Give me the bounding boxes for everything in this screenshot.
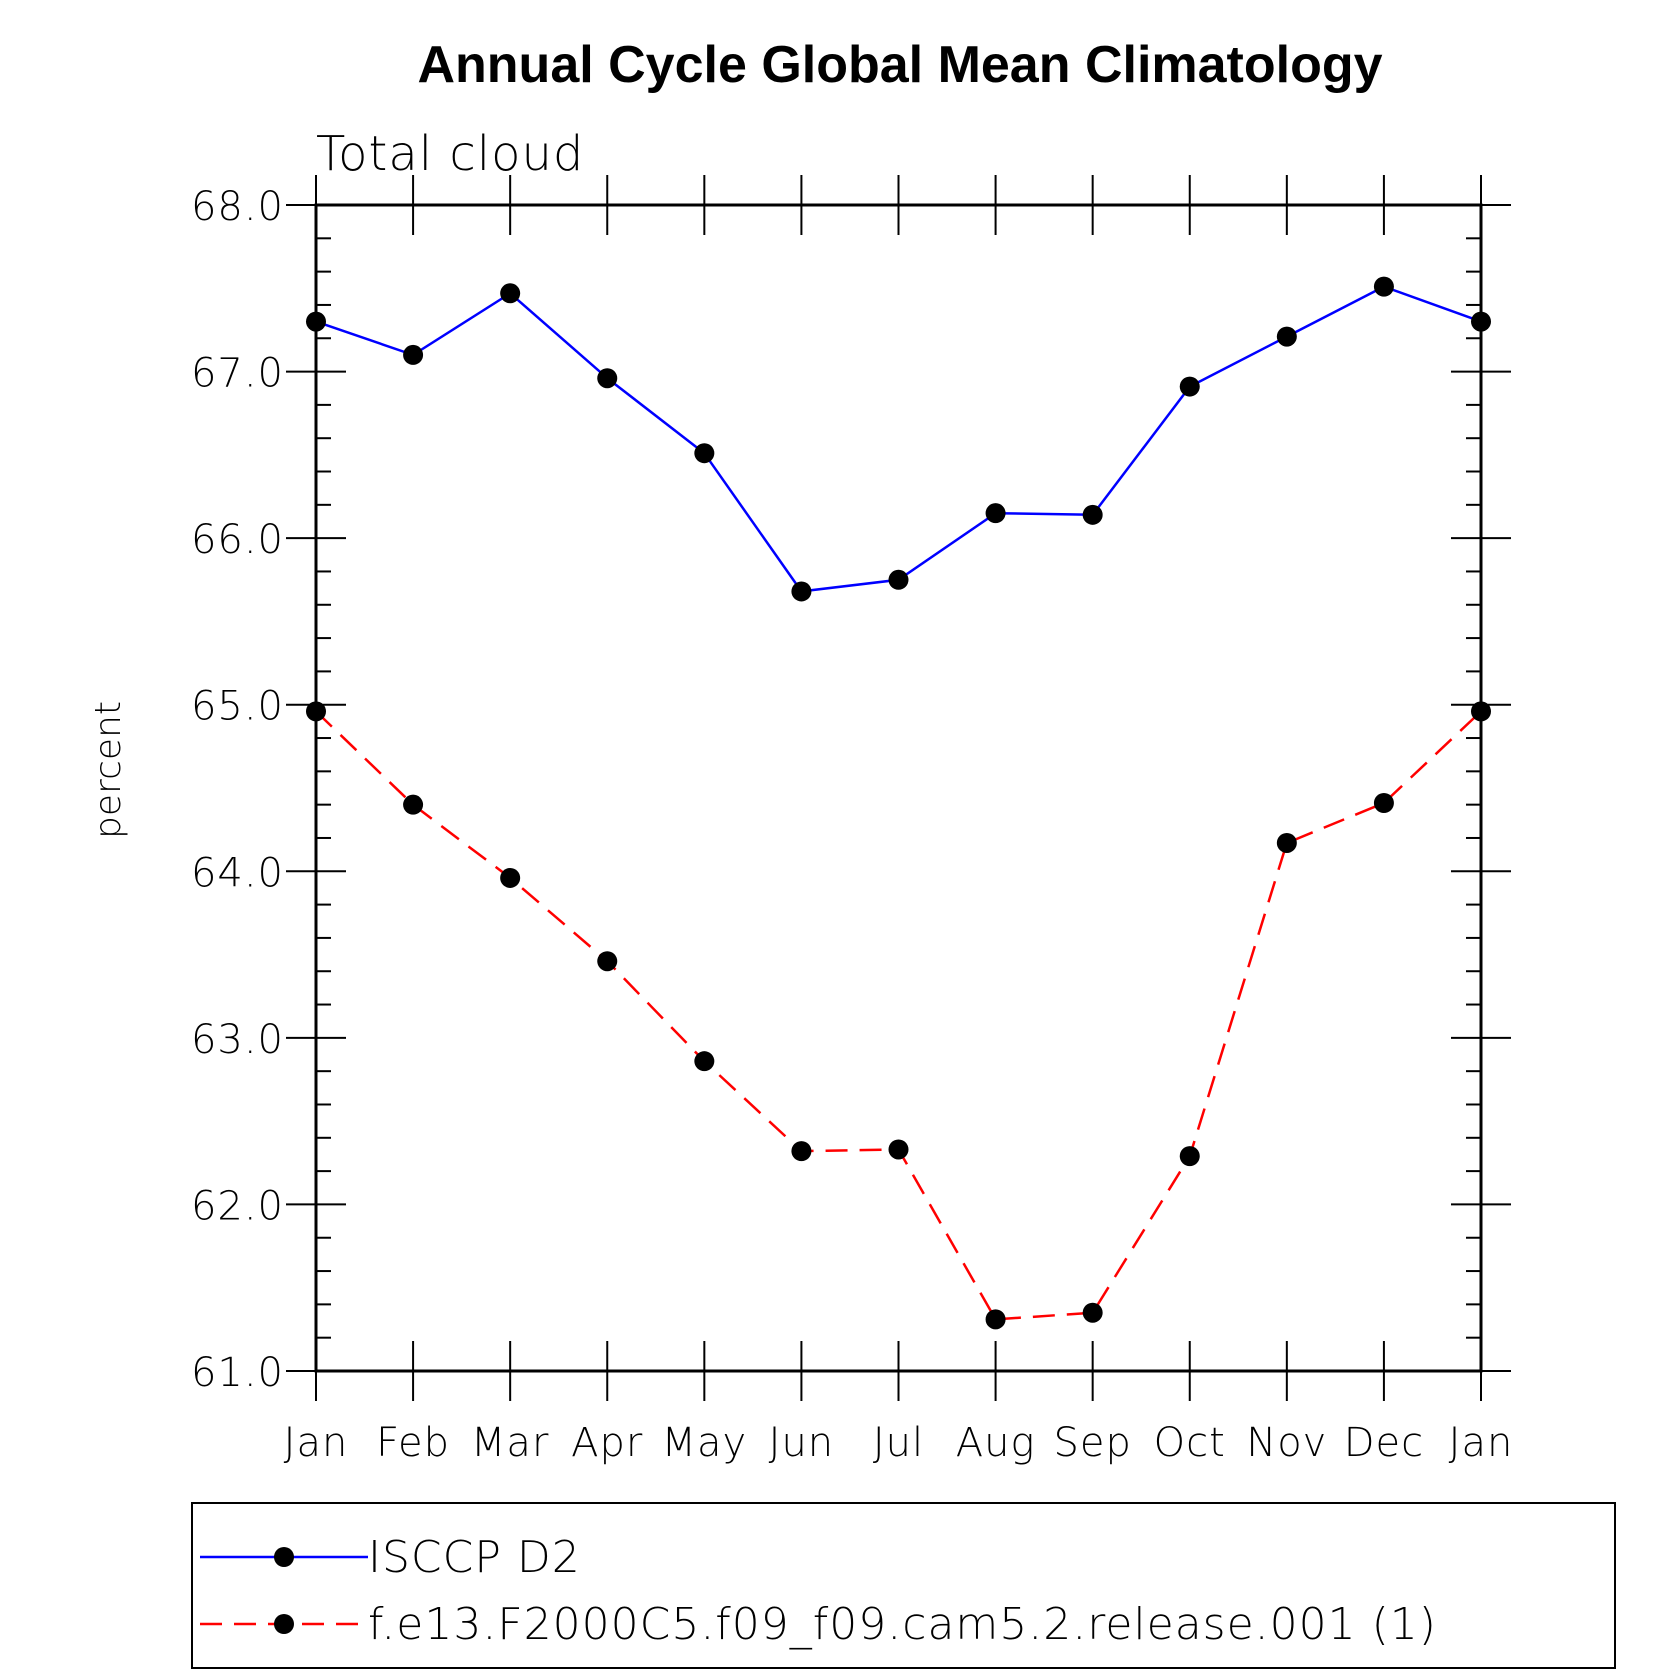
y-tick-label: 64.0 <box>191 850 284 896</box>
axes: 61.0 62.0 63.0 64.0 65.0 66.0 67.0 68.0 Jan Feb Ma… <box>191 175 1514 1466</box>
x-tick-label: Apr <box>571 1420 643 1466</box>
data-point <box>1082 1302 1103 1323</box>
data-point <box>1276 832 1297 853</box>
y-tick-label: 66.0 <box>191 517 284 563</box>
legend-marker <box>274 1547 294 1567</box>
series-2 <box>306 701 1491 1330</box>
data-point <box>1471 701 1491 722</box>
x-tick-label: Jul <box>873 1420 924 1466</box>
legend-marker <box>274 1614 294 1634</box>
data-point <box>1179 376 1200 397</box>
y-tick-label: 65.0 <box>191 684 284 730</box>
x-tick-label: Nov <box>1246 1420 1327 1466</box>
data-point <box>306 701 326 722</box>
x-tick-label: Jan <box>1449 1420 1514 1466</box>
data-point <box>985 503 1006 524</box>
data-point <box>1373 276 1394 297</box>
data-point <box>403 794 424 815</box>
data-point <box>403 344 424 365</box>
data-point <box>694 443 715 464</box>
x-tick-label: Jan <box>284 1420 349 1466</box>
data-point <box>1179 1146 1200 1167</box>
y-tick-label: 62.0 <box>191 1183 284 1229</box>
data-point <box>597 951 618 972</box>
chart-subtitle: Total cloud <box>316 126 584 182</box>
series-1 <box>306 276 1491 602</box>
data-point <box>597 368 618 389</box>
data-point <box>500 867 521 888</box>
x-tick-label: May <box>661 1420 747 1466</box>
y-tick-label: 63.0 <box>191 1017 284 1063</box>
x-tick-label: Feb <box>376 1420 450 1466</box>
data-point <box>1471 311 1491 332</box>
plot-series <box>306 276 1491 1330</box>
data-point <box>888 569 909 590</box>
legend-label: ISCCP D2 <box>368 1532 581 1583</box>
y-tick-label: 68.0 <box>191 184 284 230</box>
x-tick-label: Dec <box>1344 1420 1424 1466</box>
plot-frame <box>314 203 1483 1373</box>
data-point <box>791 1141 812 1162</box>
x-tick-label: Jun <box>769 1420 835 1466</box>
x-tick-label: Oct <box>1154 1420 1226 1466</box>
data-point <box>791 581 812 602</box>
x-tick-label: Aug <box>956 1420 1036 1466</box>
y-tick-label: 61.0 <box>191 1350 284 1396</box>
y-axis-label: percent <box>88 701 129 839</box>
legend: ISCCP D2 f.e13.F2000C5.f09_f09.cam5.2.rel… <box>191 1502 1616 1669</box>
data-point <box>888 1139 909 1160</box>
series-line <box>315 285 1482 593</box>
data-point <box>500 283 521 304</box>
chart-title: Annual Cycle Global Mean Climatology <box>417 36 1382 94</box>
data-point <box>694 1051 715 1072</box>
data-point <box>1373 792 1394 813</box>
legend-label: f.e13.F2000C5.f09_f09.cam5.2.release.001… <box>368 1599 1437 1650</box>
data-point <box>1276 326 1297 347</box>
legend-entry: f.e13.F2000C5.f09_f09.cam5.2.release.001… <box>200 1599 1437 1650</box>
legend-box <box>191 1502 1616 1669</box>
legend-entry: ISCCP D2 <box>200 1532 581 1583</box>
data-point <box>306 311 326 332</box>
y-tick-label: 67.0 <box>191 351 284 397</box>
data-point <box>1082 504 1103 525</box>
x-tick-label: Mar <box>471 1420 549 1466</box>
data-point <box>985 1309 1006 1330</box>
x-tick-label: Sep <box>1053 1420 1131 1466</box>
series-line <box>315 710 1482 1321</box>
